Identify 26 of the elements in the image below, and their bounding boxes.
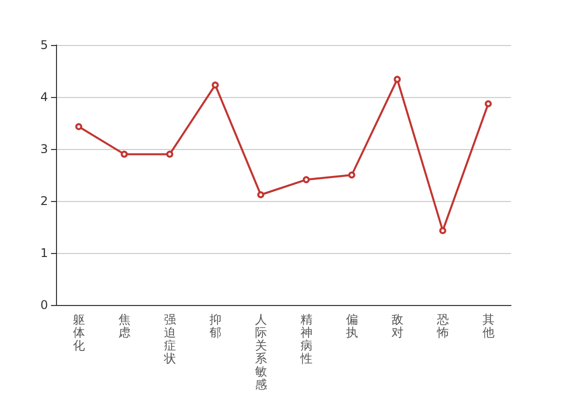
point (439, 227, 446, 234)
x-tick-label: 其他 (482, 312, 494, 340)
y-tick-label: 0 (40, 298, 48, 312)
point (348, 172, 356, 178)
point (166, 150, 174, 158)
point (257, 191, 264, 198)
x-tick-label: 精神病性 (299, 312, 312, 366)
point (75, 123, 82, 130)
x-tick-label: 强迫症状 (162, 312, 176, 366)
x-tick-label: 敌对 (391, 312, 404, 340)
point (120, 150, 128, 158)
y-tick-label: 5 (40, 38, 48, 52)
x-tick-label: 抑郁 (209, 312, 222, 340)
y-tick-label: 3 (40, 142, 48, 156)
x-tick-label: 躯体化 (72, 312, 85, 352)
x-tick-label: 人际关系敏感 (254, 312, 267, 392)
y-tick-label: 4 (40, 90, 48, 104)
point (394, 76, 401, 83)
y-tick-label: 1 (40, 246, 48, 260)
point (212, 82, 219, 89)
x-tick-label: 焦虑 (118, 312, 130, 340)
y-tick-label: 2 (40, 194, 48, 208)
point (302, 176, 310, 184)
x-tick-label: 恐怖 (436, 312, 449, 340)
point (484, 100, 492, 108)
x-tick-label: 偏执 (346, 312, 358, 340)
